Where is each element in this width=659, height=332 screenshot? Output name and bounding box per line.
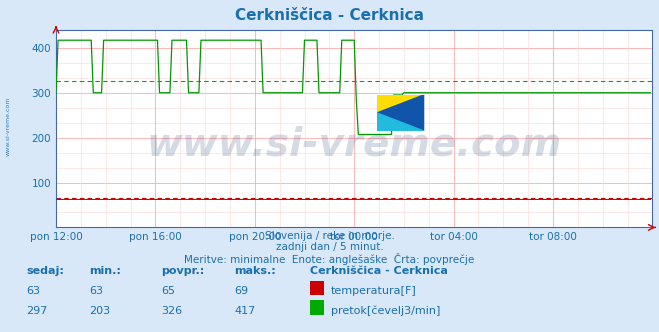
- Polygon shape: [377, 95, 424, 113]
- Text: povpr.:: povpr.:: [161, 266, 205, 276]
- Text: pretok[čevelj3/min]: pretok[čevelj3/min]: [331, 305, 440, 316]
- Text: 203: 203: [89, 306, 110, 316]
- Text: www.si-vreme.com: www.si-vreme.com: [146, 125, 562, 163]
- Text: zadnji dan / 5 minut.: zadnji dan / 5 minut.: [275, 242, 384, 252]
- Text: 65: 65: [161, 286, 175, 296]
- Text: 297: 297: [26, 306, 47, 316]
- Polygon shape: [377, 95, 424, 131]
- Text: www.si-vreme.com: www.si-vreme.com: [5, 96, 11, 156]
- Polygon shape: [377, 113, 424, 131]
- Text: Meritve: minimalne  Enote: anglešaške  Črta: povprečje: Meritve: minimalne Enote: anglešaške Črt…: [185, 253, 474, 265]
- Text: Slovenija / reke in morje.: Slovenija / reke in morje.: [264, 231, 395, 241]
- Text: sedaj:: sedaj:: [26, 266, 64, 276]
- Text: 63: 63: [26, 286, 40, 296]
- Text: min.:: min.:: [89, 266, 121, 276]
- Text: maks.:: maks.:: [234, 266, 275, 276]
- Text: temperatura[F]: temperatura[F]: [331, 286, 416, 296]
- Text: 326: 326: [161, 306, 183, 316]
- Text: 69: 69: [234, 286, 248, 296]
- Text: Cerkniščica - Cerknica: Cerkniščica - Cerknica: [310, 266, 447, 276]
- Text: Cerkniščica - Cerknica: Cerkniščica - Cerknica: [235, 8, 424, 23]
- Text: 63: 63: [89, 286, 103, 296]
- Text: 417: 417: [234, 306, 255, 316]
